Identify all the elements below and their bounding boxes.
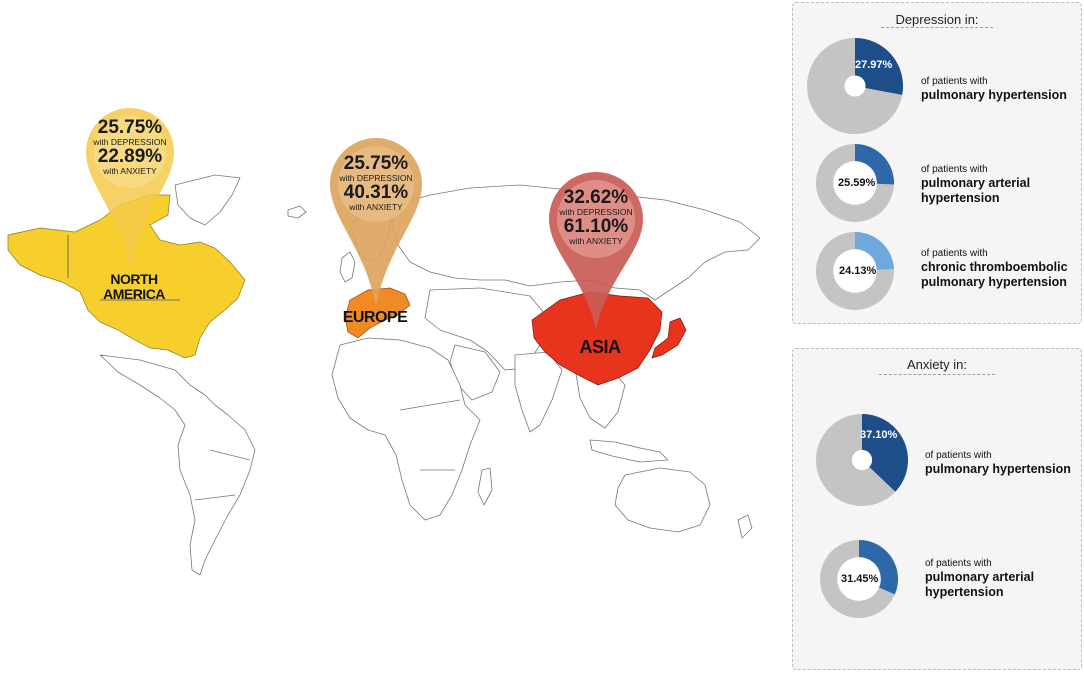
asia-depression-label: with DEPRESSION [559,207,633,217]
world-map: 25.75% with DEPRESSION 22.89% with ANXIE… [7,104,761,576]
anxiety-donut-2 [820,540,898,618]
north-america-depression-label: with DEPRESSION [93,137,167,147]
donut-hole [833,161,877,205]
depression-panel-title: Depression in: [895,12,979,27]
depression-donut-2-value: 25.59% [838,177,876,189]
asia-anxiety-label: with ANXIETY [569,236,623,246]
anxiety-caption-2-small: of patients with [925,558,992,569]
anxiety-caption-1: of patients with pulmonary hypertension [925,449,1075,477]
depression-caption-1-small: of patients with [921,76,988,87]
depression-donut-2 [816,144,894,222]
anxiety-title-underline [879,374,995,375]
europe-label: EUROPE [342,309,408,326]
donut-hole [844,75,866,97]
anxiety-panel: Anxiety in: 37.10% of patients with pulm… [792,348,1082,670]
north-america-label: NORTH AMERICA [103,271,165,302]
depression-caption-2: of patients with pulmonary arterial hype… [921,163,1031,206]
asia-depression-value: 32.62% [563,187,629,208]
depression-panel: Depression in: 27.97% of patients with p… [792,2,1082,324]
anxiety-caption-2-big: pulmonary arterial hypertension [925,570,1035,599]
europe-depression-label: with DEPRESSION [339,173,413,183]
depression-caption-3-big: chronic thromboembolic pulmonary hyperte… [921,260,1068,289]
world-map-outline [7,174,761,576]
pin-europe-marker [330,138,422,306]
north-america-depression-value: 25.75% [97,117,163,138]
europe-depression-value: 25.75% [343,153,409,174]
pin-europe: 25.75% with DEPRESSION 40.31% with ANXIE… [326,134,426,309]
pin-north-america: 25.75% with DEPRESSION 22.89% with ANXIE… [82,104,178,274]
japan-shape [651,317,687,359]
anxiety-caption-1-small: of patients with [925,450,992,461]
pin-asia: 32.62% with DEPRESSION 61.10% with ANXIE… [545,168,647,333]
europe-anxiety-label: with ANXIETY [349,202,403,212]
north-america-anxiety-label: with ANXIETY [103,166,157,176]
depression-donut-3-value: 24.13% [839,265,877,277]
depression-caption-2-small: of patients with [921,164,988,175]
anxiety-caption-1-big: pulmonary hypertension [925,462,1071,476]
donut-slice [855,38,903,95]
anxiety-donut-1-value: 37.10% [860,429,898,441]
depression-donut-1 [807,38,903,134]
donut-slice [862,414,908,492]
depression-donut-3 [816,232,894,310]
depression-caption-1: of patients with pulmonary hypertension [921,75,1071,103]
asia-label: ASIA [579,337,621,357]
pin-asia-marker [549,172,643,330]
depression-caption-3: of patients with chronic thromboembolic … [921,247,1077,290]
donut-hole [851,449,873,471]
anxiety-donut-1 [816,414,908,506]
pin-north-america-marker [86,108,174,270]
donut-hole [833,249,877,293]
anxiety-panel-title: Anxiety in: [907,357,967,372]
asia-anxiety-value: 61.10% [563,216,629,237]
europe-anxiety-value: 40.31% [343,182,409,203]
anxiety-caption-2: of patients with pulmonary arterial hype… [925,557,1035,600]
europe-shape [344,287,411,339]
depression-caption-3-small: of patients with [921,248,988,259]
depression-caption-2-big: pulmonary arterial hypertension [921,176,1031,205]
anxiety-donut-2-value: 31.45% [841,573,879,585]
depression-donut-1-value: 27.97% [855,59,893,71]
north-america-anxiety-value: 22.89% [97,146,163,167]
donut-hole [837,557,881,601]
depression-title-underline [881,27,993,28]
depression-caption-1-big: pulmonary hypertension [921,88,1067,102]
